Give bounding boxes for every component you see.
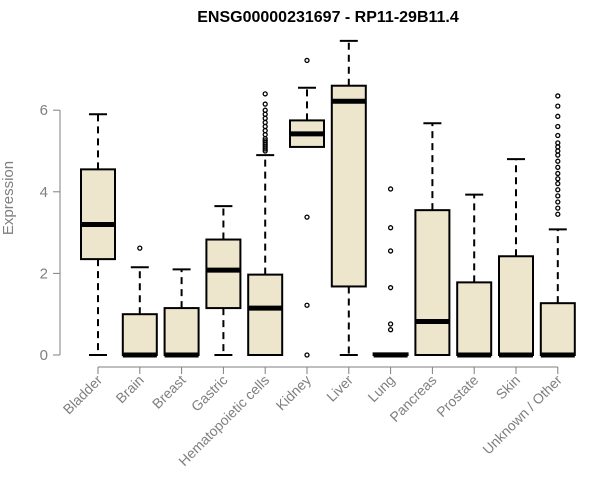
box-group	[498, 158, 534, 358]
box-group	[330, 39, 367, 356]
outlier-point	[555, 187, 561, 193]
x-tick-label: Breast	[149, 372, 189, 412]
plot-area	[80, 39, 576, 358]
box-group	[539, 93, 576, 358]
outlier-point	[262, 101, 268, 107]
box	[414, 209, 451, 356]
box	[80, 168, 116, 261]
outlier-point	[387, 285, 394, 291]
outlier-point	[555, 152, 561, 158]
outlier-point	[555, 123, 561, 130]
x-tick-label: Skin	[493, 372, 524, 403]
outlier-point	[304, 302, 310, 308]
box-group	[205, 205, 242, 356]
chart-title: ENSG00000231697 - RP11-29B11.4	[197, 9, 459, 26]
outlier-point	[555, 144, 561, 150]
outlier-point	[555, 158, 561, 164]
y-tick-label: 6	[40, 102, 48, 119]
outlier-point	[387, 321, 394, 327]
outlier-point	[555, 176, 561, 182]
outlier-point	[262, 127, 268, 134]
y-tick-label: 4	[40, 184, 48, 201]
outlier-point	[304, 352, 310, 358]
outlier-point	[262, 123, 268, 130]
outlier-point	[555, 199, 561, 205]
box	[121, 313, 158, 357]
outlier-point	[555, 211, 561, 217]
outlier-point	[555, 113, 561, 119]
x-tick-label: Prostate	[433, 372, 481, 420]
outlier-point	[387, 186, 394, 192]
outlier-point	[137, 245, 143, 251]
outlier-point	[555, 148, 561, 154]
y-tick-label: 0	[40, 347, 48, 364]
box	[163, 307, 200, 356]
outlier-point	[555, 164, 561, 170]
x-tick-label: Lung	[364, 372, 397, 405]
box-group	[414, 122, 451, 356]
box	[330, 84, 367, 288]
x-tick-label: Liver	[323, 372, 356, 405]
box	[456, 281, 493, 357]
y-axis: 0 2 4 6	[40, 102, 61, 364]
y-tick-label: 2	[40, 265, 48, 282]
box-group	[247, 91, 284, 356]
outlier-point	[304, 57, 310, 64]
box-group	[289, 57, 325, 358]
outlier-point	[555, 93, 561, 99]
box-group	[372, 186, 409, 358]
outlier-point	[387, 248, 394, 254]
x-tick-label: Kidney	[273, 372, 315, 414]
x-tick-label: Bladder	[60, 372, 106, 418]
box	[205, 238, 242, 310]
box-group	[456, 193, 493, 358]
outlier-point	[555, 193, 561, 199]
box-group	[121, 245, 158, 358]
box-group	[80, 113, 116, 356]
box	[539, 302, 576, 356]
y-axis-label: Expression	[0, 161, 17, 235]
outlier-point	[555, 140, 561, 146]
box	[247, 273, 284, 356]
outlier-point	[387, 327, 394, 333]
outlier-point	[262, 138, 268, 144]
outlier-point	[262, 91, 268, 97]
box	[498, 255, 534, 357]
outlier-point	[555, 205, 561, 211]
x-tick-label: Brain	[112, 372, 146, 406]
outlier-point	[262, 115, 268, 122]
outlier-point	[262, 107, 268, 113]
box-group	[163, 268, 200, 358]
x-tick-label: Unknown / Other	[479, 372, 565, 458]
outlier-point	[304, 214, 310, 220]
outlier-point	[262, 119, 268, 126]
outlier-point	[555, 103, 561, 109]
outlier-point	[262, 111, 268, 117]
outlier-point	[262, 132, 268, 138]
outlier-point	[555, 132, 561, 139]
outlier-point	[555, 180, 561, 187]
outlier-point	[555, 170, 561, 177]
outlier-point	[387, 225, 394, 231]
